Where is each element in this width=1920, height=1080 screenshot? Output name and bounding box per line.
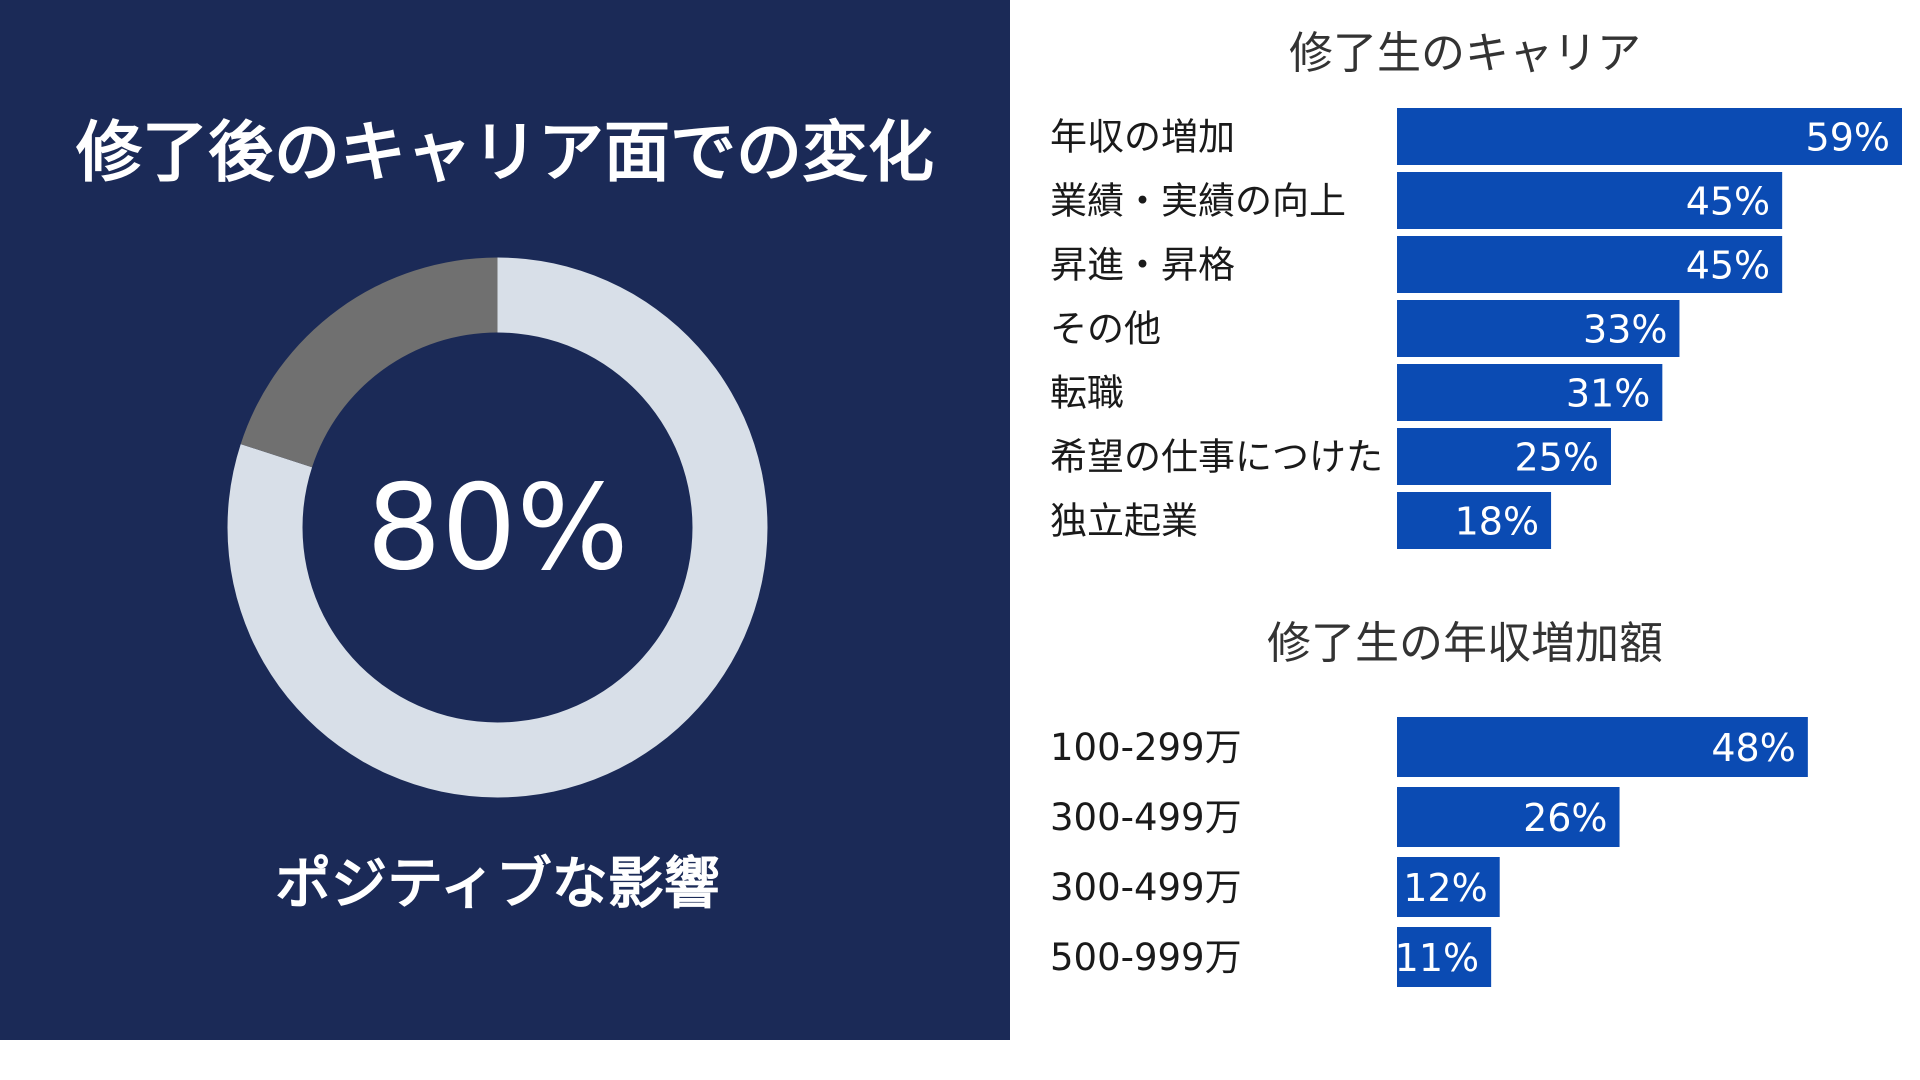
donut-section-title: 修了後のキャリア面での変化 <box>76 114 934 191</box>
category-label: その他 <box>1050 308 1161 351</box>
bar-value-label: 11% <box>1395 936 1479 980</box>
category-label: 希望の仕事につけた <box>1050 436 1383 479</box>
category-label: 転職 <box>1050 372 1124 415</box>
donut-caption: ポジティブな影響 <box>275 852 720 917</box>
left-panel: 修了後のキャリア面での変化 80% ポジティブな影響 <box>0 0 1010 1040</box>
income-increase-bar-chart: 修了生の年収増加額 100-299万 48% 300-499万 26% 300-499万 1… <box>1050 618 1808 987</box>
category-label: 業績・実績の向上 <box>1050 180 1346 223</box>
bar <box>1397 172 1783 229</box>
bar <box>1397 300 1680 357</box>
category-label: 年収の増加 <box>1050 116 1235 159</box>
bar-value-label: 45% <box>1686 244 1770 288</box>
category-label: 独立起業 <box>1050 500 1198 543</box>
bar-value-label: 45% <box>1686 180 1770 224</box>
bar-value-label: 26% <box>1523 796 1607 840</box>
bar <box>1397 857 1500 917</box>
chart-title: 修了生の年収増加額 <box>1267 618 1663 669</box>
bar <box>1397 428 1611 485</box>
bar-value-label: 59% <box>1806 116 1890 160</box>
bar <box>1397 717 1808 777</box>
category-label: 昇進・昇格 <box>1050 244 1235 287</box>
category-label: 300-499万 <box>1050 866 1242 909</box>
category-label: 300-499万 <box>1050 796 1242 839</box>
bar <box>1397 364 1663 421</box>
category-label: 100-299万 <box>1050 726 1242 769</box>
bar-value-label: 33% <box>1583 308 1667 352</box>
donut-chart: 80% <box>227 257 768 798</box>
bar-value-label: 12% <box>1403 866 1487 910</box>
bar-value-label: 31% <box>1566 372 1650 416</box>
bar <box>1397 787 1620 847</box>
category-label: 500-999万 <box>1050 936 1242 979</box>
bar <box>1397 108 1902 165</box>
bar <box>1397 927 1492 987</box>
donut-slice <box>240 257 498 468</box>
bar-value-label: 18% <box>1455 500 1539 544</box>
chart-title: 修了生のキャリア <box>1289 28 1641 79</box>
bar <box>1397 236 1783 293</box>
bar <box>1397 492 1552 549</box>
bar-value-label: 48% <box>1711 726 1795 770</box>
bar-value-label: 25% <box>1515 436 1599 480</box>
donut-center-value: 80% <box>366 459 628 597</box>
